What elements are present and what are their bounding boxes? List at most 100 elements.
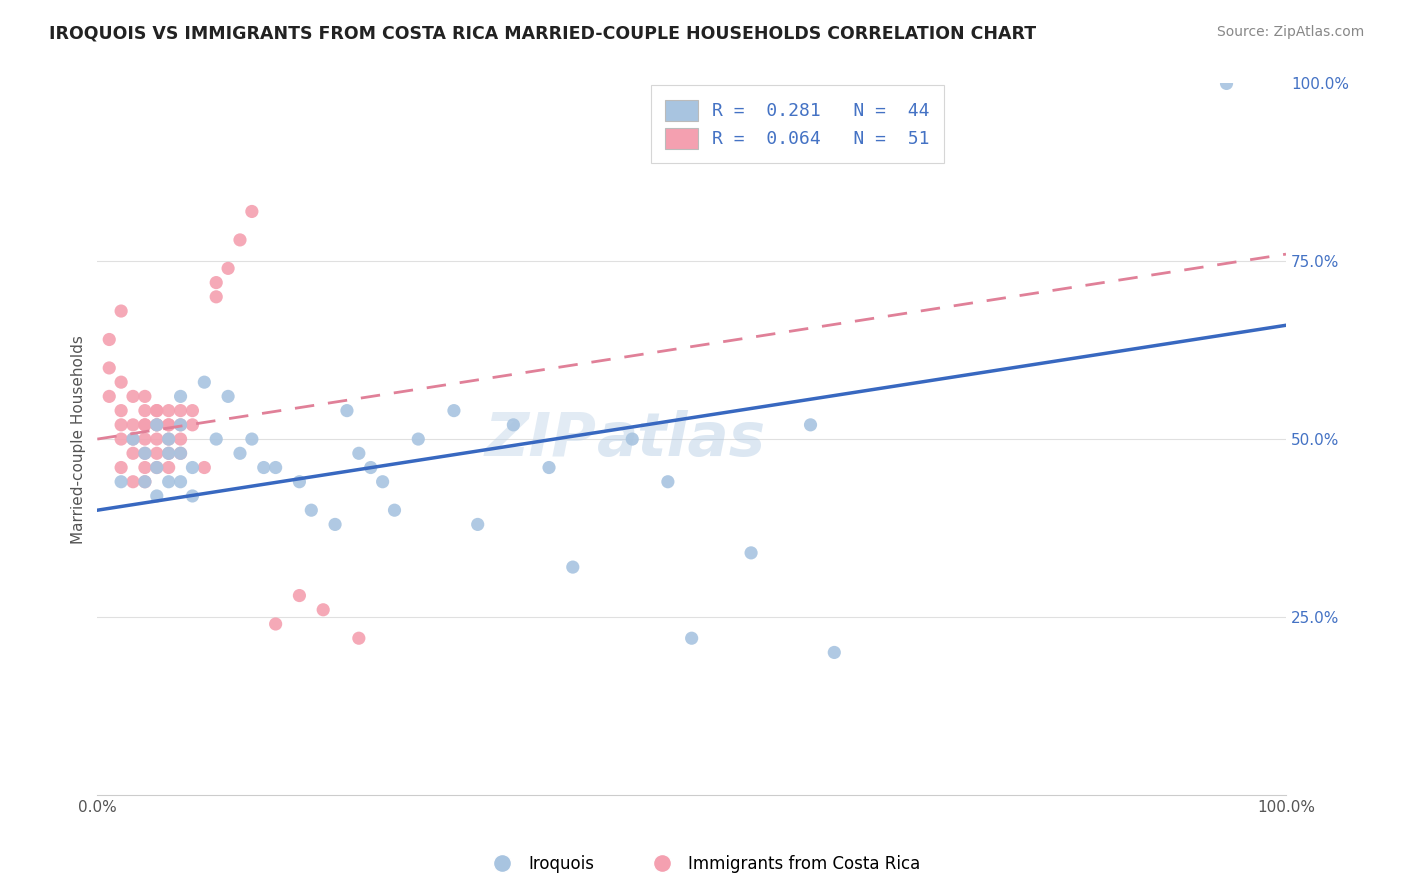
Point [799, 417, 821, 432]
Point [134, 446, 156, 460]
Point [169, 475, 191, 489]
Point [406, 432, 429, 446]
Point [193, 375, 215, 389]
Text: ZIP: ZIP [485, 409, 596, 468]
Point [169, 403, 191, 417]
Point [169, 417, 191, 432]
Point [110, 304, 132, 318]
Legend: R =  0.281   N =  44, R =  0.064   N =  51: R = 0.281 N = 44, R = 0.064 N = 51 [651, 86, 943, 163]
Point [336, 403, 359, 417]
Legend: Iroquois, Immigrants from Costa Rica: Iroquois, Immigrants from Costa Rica [479, 848, 927, 880]
Point [146, 460, 169, 475]
Point [169, 446, 191, 460]
Point [110, 475, 132, 489]
Point [98, 389, 121, 403]
Point [347, 446, 370, 460]
Point [157, 403, 180, 417]
Point [146, 432, 169, 446]
Point [134, 417, 156, 432]
Point [1215, 77, 1237, 91]
Point [288, 589, 311, 603]
Point [169, 389, 191, 403]
Point [467, 517, 489, 532]
Point [181, 460, 204, 475]
Point [384, 503, 406, 517]
Point [299, 503, 322, 517]
Point [169, 446, 191, 460]
Point [146, 417, 169, 432]
Point [122, 389, 145, 403]
Point [288, 475, 311, 489]
Point [217, 389, 239, 403]
Point [146, 460, 169, 475]
Point [181, 489, 204, 503]
Point [371, 475, 394, 489]
Point [122, 432, 145, 446]
Point [146, 446, 169, 460]
Point [537, 460, 560, 475]
Point [169, 417, 191, 432]
Point [110, 403, 132, 417]
Point [181, 417, 204, 432]
Point [157, 417, 180, 432]
Point [122, 417, 145, 432]
Point [621, 432, 644, 446]
Point [110, 432, 132, 446]
Point [134, 475, 156, 489]
Point [110, 417, 132, 432]
Point [181, 403, 204, 417]
Point [657, 475, 679, 489]
Point [134, 417, 156, 432]
Point [240, 432, 263, 446]
Point [157, 432, 180, 446]
Point [146, 417, 169, 432]
Point [134, 432, 156, 446]
Point [312, 603, 335, 617]
Point [110, 375, 132, 389]
Point [205, 276, 228, 290]
Point [122, 475, 145, 489]
Text: IROQUOIS VS IMMIGRANTS FROM COSTA RICA MARRIED-COUPLE HOUSEHOLDS CORRELATION CHA: IROQUOIS VS IMMIGRANTS FROM COSTA RICA M… [49, 25, 1036, 43]
Point [681, 631, 703, 645]
Point [360, 460, 382, 475]
Point [193, 460, 215, 475]
Point [205, 432, 228, 446]
Point [561, 560, 583, 574]
Point [347, 631, 370, 645]
Point [110, 460, 132, 475]
Point [205, 290, 228, 304]
Point [502, 417, 524, 432]
Point [229, 233, 252, 247]
Point [98, 360, 121, 375]
Point [98, 333, 121, 347]
Point [229, 446, 252, 460]
Point [264, 460, 287, 475]
Point [157, 446, 180, 460]
Point [157, 446, 180, 460]
Point [157, 460, 180, 475]
Point [169, 432, 191, 446]
Y-axis label: Married-couple Households: Married-couple Households [72, 334, 86, 543]
Point [134, 475, 156, 489]
Point [157, 432, 180, 446]
Point [134, 389, 156, 403]
Point [134, 460, 156, 475]
Point [240, 204, 263, 219]
Point [740, 546, 762, 560]
Point [134, 403, 156, 417]
Point [146, 403, 169, 417]
Point [217, 261, 239, 276]
Point [146, 489, 169, 503]
Point [443, 403, 465, 417]
Point [823, 645, 845, 659]
Text: atlas: atlas [596, 409, 766, 468]
Point [157, 417, 180, 432]
Point [146, 403, 169, 417]
Point [122, 432, 145, 446]
Point [122, 446, 145, 460]
Point [146, 417, 169, 432]
Point [264, 617, 287, 632]
Text: Source: ZipAtlas.com: Source: ZipAtlas.com [1216, 25, 1364, 39]
Point [253, 460, 276, 475]
Point [134, 446, 156, 460]
